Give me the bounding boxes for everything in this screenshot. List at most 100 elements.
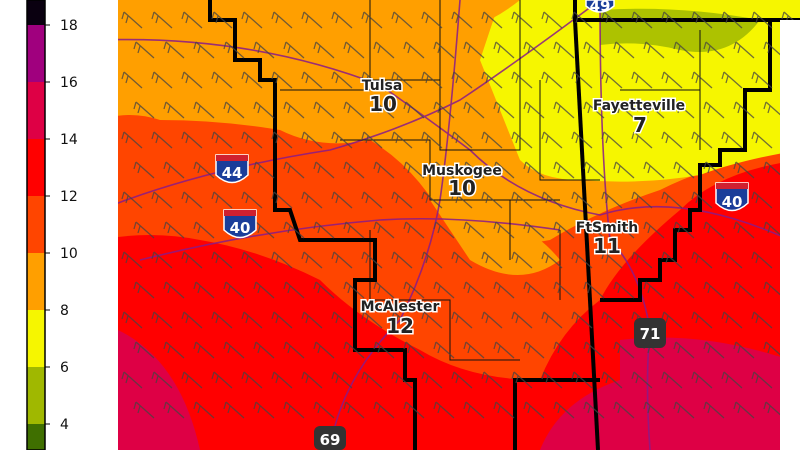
- wind-barb: [163, 341, 185, 359]
- wind-barb: [313, 161, 335, 179]
- wind-barb: [643, 281, 665, 299]
- wind-barb: [523, 221, 545, 239]
- wind-barb: [583, 221, 605, 239]
- wind-barb: [451, 251, 473, 269]
- wind-barb: [403, 101, 425, 119]
- wind-barb: [613, 161, 635, 179]
- wind-barb: [613, 281, 635, 299]
- wind-barb: [241, 371, 263, 389]
- wind-barb: [643, 221, 665, 239]
- region-orange-2: [430, 200, 560, 275]
- city-muskogee: Muskogee 10: [421, 162, 504, 202]
- colorbar-band: [27, 0, 45, 25]
- wind-barb: [271, 11, 293, 29]
- wind-barb: [133, 161, 155, 179]
- wind-barb: [361, 371, 383, 389]
- wind-barb: [133, 341, 155, 359]
- wind-barb: [211, 311, 233, 329]
- wind-barb: [493, 41, 515, 59]
- wind-barb: [373, 161, 395, 179]
- wind-barb: [193, 161, 215, 179]
- wind-barb: [133, 401, 155, 419]
- wind-barb: [433, 281, 455, 299]
- wind-barb: [751, 191, 773, 209]
- wind-barb: [481, 191, 503, 209]
- wind-barb: [721, 11, 743, 29]
- wind-barb: [211, 191, 233, 209]
- wind-barb: [253, 101, 275, 119]
- wind-barb: [493, 161, 515, 179]
- wind-barb: [223, 41, 245, 59]
- wind-barb: [433, 101, 455, 119]
- wind-barb: [673, 281, 695, 299]
- wind-barb: [313, 401, 335, 419]
- wind-barb: [733, 101, 755, 119]
- wind-barb: [661, 251, 683, 269]
- wind-barb: [613, 41, 635, 59]
- wind-barb: [283, 341, 305, 359]
- wind-barb: [373, 401, 395, 419]
- wind-barb: [511, 71, 533, 89]
- wind-barb: [451, 371, 473, 389]
- wind-barb: [421, 191, 443, 209]
- wind-barb: [283, 161, 305, 179]
- wind-barb: [481, 131, 503, 149]
- wind-barb: [493, 221, 515, 239]
- wind-barb: [433, 221, 455, 239]
- wind-barb: [571, 191, 593, 209]
- wind-barb: [643, 401, 665, 419]
- wind-barb: [151, 131, 173, 149]
- wind-barb: [241, 191, 263, 209]
- wind-barb: [781, 191, 800, 209]
- wind-barb: [553, 41, 575, 59]
- wind-barb: [331, 311, 353, 329]
- wind-barb: [403, 41, 425, 59]
- wind-barb: [373, 41, 395, 59]
- shield-us71: 71: [634, 318, 666, 348]
- wind-barb: [361, 251, 383, 269]
- state-border: [600, 20, 772, 302]
- wind-barb: [343, 161, 365, 179]
- wind-barb: [523, 161, 545, 179]
- shield-i44: 44: [215, 154, 249, 184]
- wind-barb: [583, 341, 605, 359]
- road: [599, 0, 651, 450]
- wind-barb: [241, 311, 263, 329]
- wind-barb: [781, 251, 800, 269]
- wind-barb: [463, 401, 485, 419]
- wind-barb: [691, 11, 713, 29]
- wind-barb: [163, 101, 185, 119]
- wind-barb: [151, 251, 173, 269]
- wind-barb: [283, 41, 305, 59]
- wind-barb: [391, 251, 413, 269]
- wind-barb: [211, 251, 233, 269]
- colorbar-band: [27, 82, 45, 139]
- wind-barb: [691, 371, 713, 389]
- svg-text:12: 12: [386, 314, 414, 338]
- wind-barb: [271, 251, 293, 269]
- wind-barb: [421, 11, 443, 29]
- svg-text:McAlester: McAlester: [361, 299, 440, 315]
- wind-barb: [793, 41, 800, 59]
- colorbar-band: [27, 139, 45, 196]
- wind-barb: [301, 131, 323, 149]
- wind-barb: [751, 11, 773, 29]
- wind-barb: [673, 161, 695, 179]
- colorbar-band: [27, 367, 45, 424]
- road: [118, 0, 601, 211]
- wind-barb: [301, 251, 323, 269]
- wind-barb: [211, 131, 233, 149]
- wind-barb: [313, 281, 335, 299]
- wind-barb: [463, 221, 485, 239]
- wind-barb: [643, 161, 665, 179]
- wind-barb: [463, 161, 485, 179]
- wind-barb: [673, 221, 695, 239]
- wind-barb: [631, 131, 653, 149]
- wind-barb: [691, 311, 713, 329]
- wind-barb: [193, 401, 215, 419]
- wind-barb: [631, 191, 653, 209]
- wind-barb: [451, 11, 473, 29]
- svg-text:7: 7: [633, 113, 647, 137]
- wind-barb: [211, 371, 233, 389]
- wind-barb: [721, 311, 743, 329]
